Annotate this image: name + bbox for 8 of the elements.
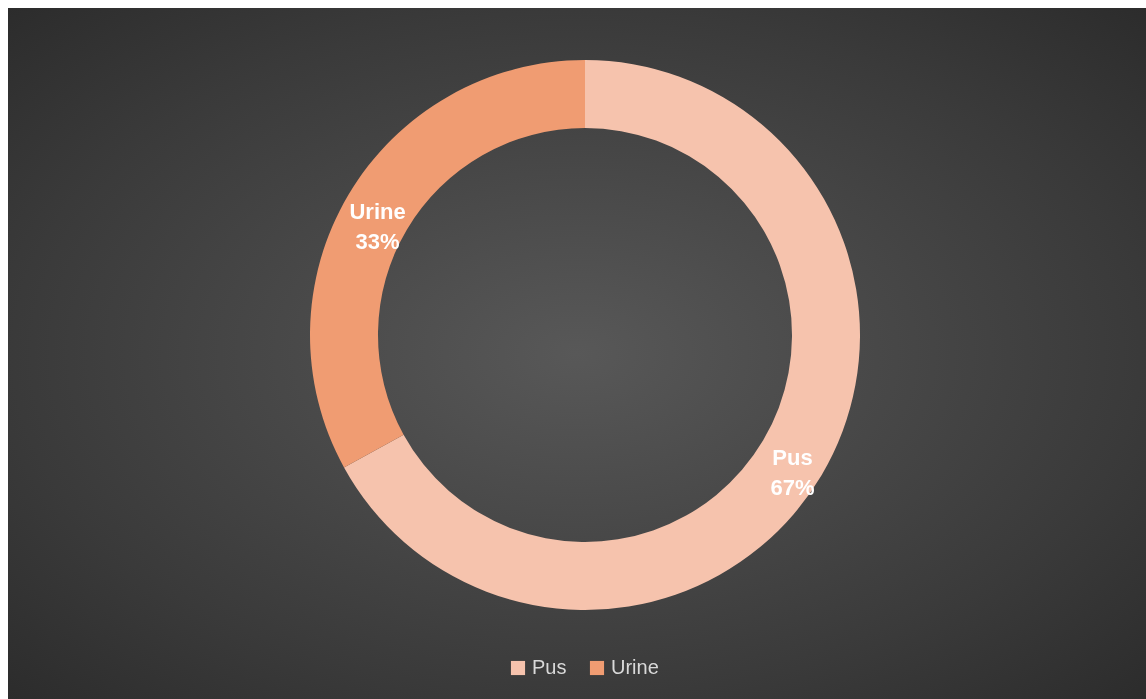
- slice-label: Pus: [772, 444, 813, 470]
- donut-slice: [310, 60, 585, 468]
- legend-label: Urine: [611, 656, 659, 678]
- data-label: 33%: [355, 229, 400, 255]
- slice-label: Urine: [349, 199, 406, 225]
- data-label: 67%: [770, 474, 815, 500]
- legend-label: Pus: [532, 656, 567, 678]
- donut-slice: [344, 60, 860, 610]
